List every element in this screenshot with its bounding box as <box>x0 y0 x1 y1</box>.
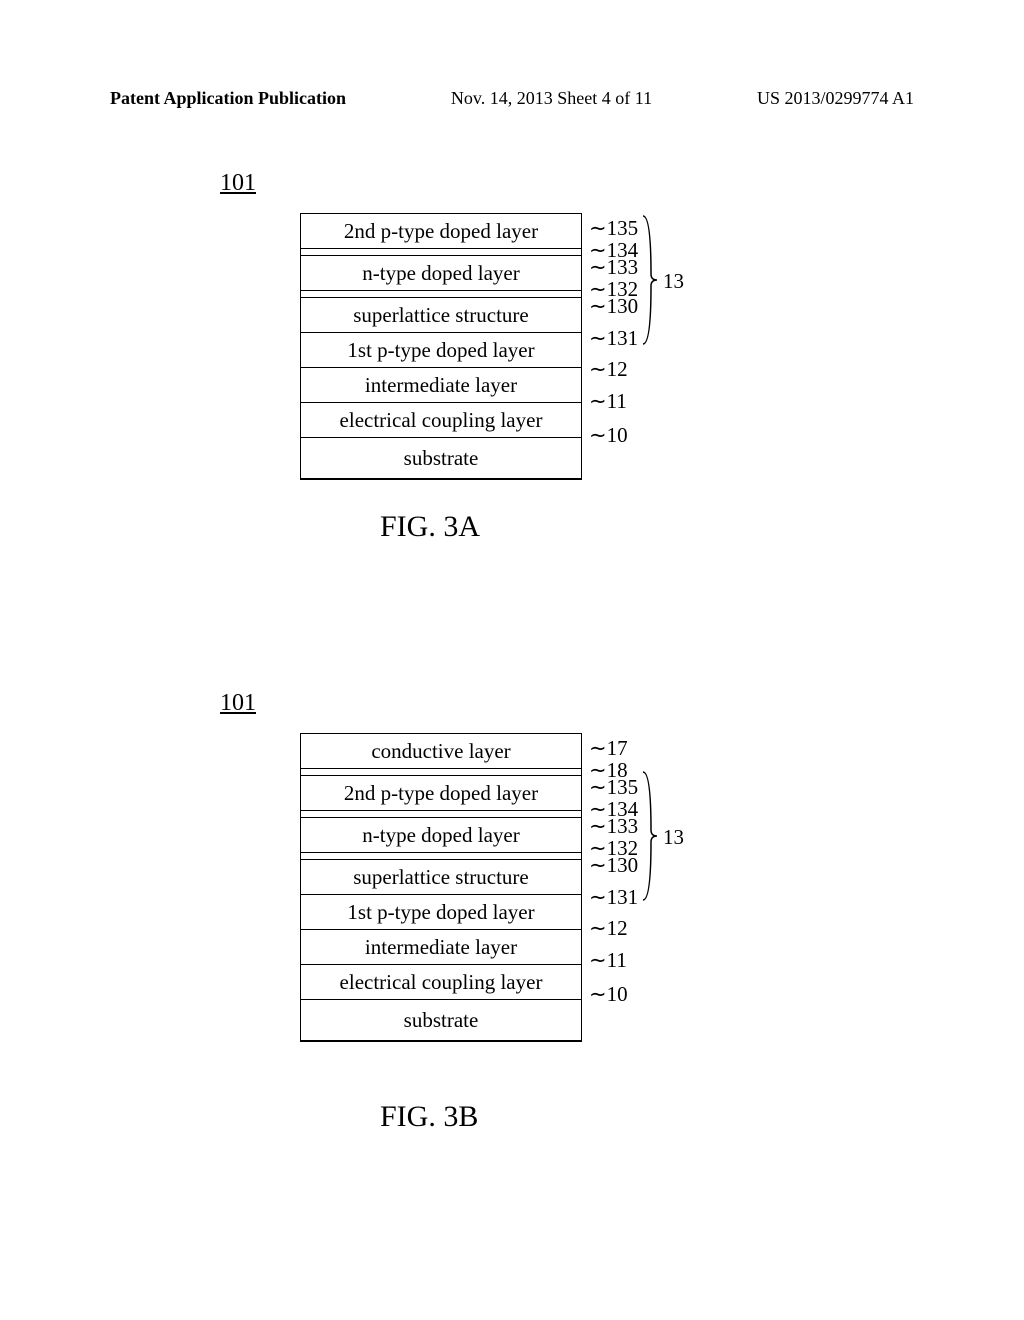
figure-3b-ref: 101 <box>220 690 582 717</box>
layer-ref-label: ∼135 <box>589 218 638 239</box>
header-mid: Nov. 14, 2013 Sheet 4 of 11 <box>451 88 652 109</box>
layer-ref-label: ∼130 <box>589 296 638 317</box>
layer-cell: n-type doped layer <box>301 818 581 853</box>
layer-cell: intermediate layer <box>301 930 581 965</box>
header-right: US 2013/0299774 A1 <box>757 88 914 109</box>
layer-cell <box>301 291 581 298</box>
layer-cell: superlattice structure <box>301 860 581 895</box>
layer-ref-label: ∼130 <box>589 855 638 876</box>
layer-ref-label: ∼17 <box>589 738 628 759</box>
layer-cell: n-type doped layer <box>301 256 581 291</box>
layer-cell: 2nd p-type doped layer <box>301 776 581 811</box>
figure-3a-bracket: 13 <box>641 214 661 352</box>
layer-ref-label: ∼133 <box>589 816 638 837</box>
layer-ref-label: ∼12 <box>589 918 628 939</box>
layer-cell: electrical coupling layer <box>301 965 581 1000</box>
figure-3b: 101 conductive layer 2nd p-type doped lay… <box>220 690 582 1042</box>
layer-ref-label: ∼11 <box>589 950 627 971</box>
figure-3b-bracket: 13 <box>641 770 661 908</box>
layer-cell: substrate <box>301 1000 581 1041</box>
figure-3a: 101 2nd p-type doped layer n-type doped l… <box>220 170 582 480</box>
layer-cell: substrate <box>301 438 581 479</box>
layer-ref-label: ∼131 <box>589 328 638 349</box>
layer-cell: intermediate layer <box>301 368 581 403</box>
figure-3b-stack: conductive layer 2nd p-type doped layer n-… <box>300 733 582 1042</box>
layer-cell: 2nd p-type doped layer <box>301 214 581 249</box>
layer-ref-label: ∼11 <box>589 391 627 412</box>
layer-ref-label: ∼133 <box>589 257 638 278</box>
layer-ref-label: ∼131 <box>589 887 638 908</box>
layer-cell <box>301 853 581 860</box>
layer-ref-label: ∼10 <box>589 425 628 446</box>
layer-ref-label: ∼135 <box>589 777 638 798</box>
page-header: Patent Application Publication Nov. 14, … <box>110 88 914 109</box>
layer-cell <box>301 249 581 256</box>
layer-ref-label: ∼12 <box>589 359 628 380</box>
figure-3a-ref: 101 <box>220 170 582 197</box>
figure-3b-caption: FIG. 3B <box>380 1100 478 1134</box>
layer-cell <box>301 811 581 818</box>
layer-ref-label: ∼10 <box>589 984 628 1005</box>
layer-cell: conductive layer <box>301 734 581 769</box>
layer-cell: 1st p-type doped layer <box>301 895 581 930</box>
figure-3a-caption: FIG. 3A <box>380 510 480 544</box>
header-left: Patent Application Publication <box>110 88 346 109</box>
figure-3a-stack: 2nd p-type doped layer n-type doped layer… <box>300 213 582 480</box>
layer-cell: superlattice structure <box>301 298 581 333</box>
layer-cell: 1st p-type doped layer <box>301 333 581 368</box>
layer-cell <box>301 769 581 776</box>
layer-cell: electrical coupling layer <box>301 403 581 438</box>
